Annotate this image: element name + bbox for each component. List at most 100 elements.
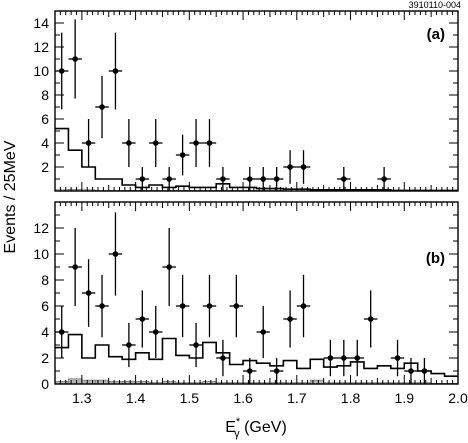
data-point (81, 119, 96, 167)
data-point (189, 119, 203, 167)
data-point (216, 339, 230, 377)
point-marker (139, 316, 146, 322)
point-marker (206, 140, 213, 146)
y-tick-label: 2 (41, 350, 49, 366)
y-tick-label: 0 (41, 376, 49, 392)
data-point (95, 75, 109, 139)
data-point (162, 167, 176, 191)
panel-a: 2 4 6 8 10 12 14 (a) (33, 10, 459, 192)
point-marker (233, 303, 240, 309)
mc-histogram-b (55, 333, 458, 377)
point-marker (408, 368, 414, 374)
point-marker (139, 176, 146, 182)
point-marker (220, 176, 226, 182)
x-tick-label: 1.9 (395, 390, 415, 406)
background-gray-histogram-b (54, 378, 459, 385)
point-marker (112, 68, 119, 74)
data-point (269, 167, 284, 191)
y-tick-label: 10 (33, 63, 49, 79)
data-point (283, 150, 297, 184)
data-point (202, 119, 217, 167)
point-marker (126, 140, 132, 146)
data-point (296, 274, 311, 338)
data-point (202, 274, 217, 338)
point-marker (381, 176, 387, 182)
point-marker (166, 264, 172, 270)
y-axis-ticks-b: 0 2 4 6 8 10 12 (33, 201, 458, 392)
data-point (337, 167, 351, 191)
plot-frame-a (54, 10, 459, 192)
data-point (269, 358, 284, 384)
data-point (229, 274, 244, 338)
data-point (122, 119, 136, 167)
x-axis-title-sub: γ (234, 428, 240, 440)
point-marker (394, 355, 401, 361)
x-tick-label: 1.3 (72, 390, 92, 406)
x-tick-label: 1.5 (180, 390, 200, 406)
point-marker (260, 329, 267, 335)
point-marker (246, 368, 253, 374)
point-marker (179, 303, 186, 309)
x-tick-label: 1.8 (341, 390, 361, 406)
data-point (337, 339, 351, 377)
data-point (175, 134, 190, 176)
data-point (149, 306, 163, 358)
data-point (68, 19, 82, 99)
point-marker (72, 264, 78, 270)
data-point (122, 322, 136, 368)
data-point (296, 150, 311, 184)
data-point (135, 167, 150, 191)
data-point (323, 339, 338, 377)
point-marker (152, 329, 159, 335)
x-axis-title-sup: * (236, 416, 241, 428)
y-tick-label: 12 (33, 220, 49, 236)
data-point (81, 259, 96, 327)
y-tick-label: 2 (41, 159, 49, 175)
point-marker (166, 176, 172, 182)
point-marker (287, 164, 293, 170)
point-marker (341, 176, 347, 182)
point-marker (341, 355, 347, 361)
y-tick-label: 6 (41, 111, 49, 127)
y-tick-label: 14 (33, 15, 49, 31)
data-point (175, 274, 190, 338)
figure-id: 3910110-004 (409, 0, 461, 10)
data-point (95, 274, 109, 338)
point-marker (206, 303, 213, 309)
point-marker (179, 152, 186, 158)
x-tick-label: 2.0 (448, 390, 468, 406)
y-tick-label: 4 (41, 135, 49, 151)
point-marker (367, 316, 374, 322)
data-point (135, 290, 150, 348)
point-marker (327, 355, 334, 361)
x-tick-label: 1.6 (233, 390, 253, 406)
panel-label-b: (b) (426, 250, 445, 267)
data-point (243, 167, 257, 191)
data-point (243, 358, 257, 384)
point-marker (193, 342, 199, 348)
point-marker (112, 251, 119, 257)
data-point (256, 167, 270, 191)
data-point (404, 358, 418, 384)
data-point (108, 32, 123, 110)
data-point (216, 167, 230, 191)
data-point (256, 306, 270, 358)
data-point (377, 167, 391, 191)
point-marker (273, 368, 280, 374)
x-axis-ticks-b: 1.3 1.4 1.5 1.6 1.7 1.8 1.9 2.0 (54, 202, 468, 406)
point-marker (220, 355, 226, 361)
point-marker (300, 164, 307, 170)
data-point (162, 228, 176, 306)
point-marker (72, 56, 78, 62)
point-marker (99, 303, 105, 309)
mc-histogram-a (55, 127, 458, 192)
x-axis-title-main: E (225, 419, 236, 436)
gray-bin (68, 378, 83, 385)
data-point (149, 119, 163, 167)
point-marker (287, 316, 293, 322)
y-tick-label: 4 (41, 324, 49, 340)
point-marker (246, 176, 253, 182)
x-axis-title: E* γ (GeV) (225, 416, 287, 440)
point-marker (85, 140, 92, 146)
